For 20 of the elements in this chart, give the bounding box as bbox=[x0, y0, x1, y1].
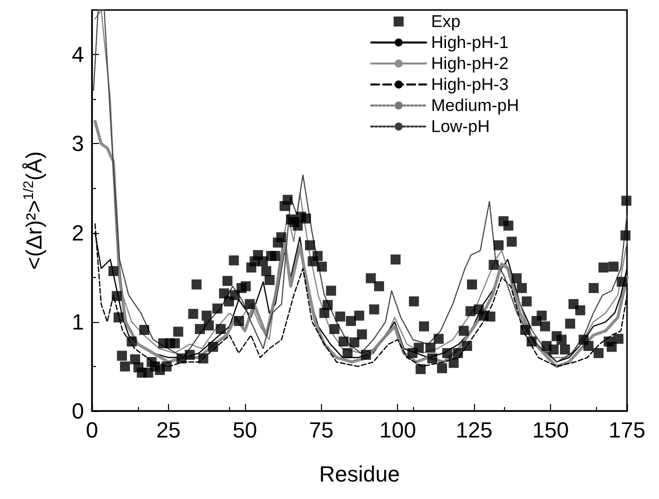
y-tick-label: 0 bbox=[72, 398, 84, 424]
y-axis-title: <(Δr)²>1/2(Å) bbox=[20, 151, 46, 270]
y-tick-label: 3 bbox=[72, 131, 84, 156]
legend-label: Medium-pH bbox=[431, 96, 520, 115]
y-tick-label: 2 bbox=[72, 220, 84, 246]
x-axis-title: Residue bbox=[319, 462, 400, 486]
x-tick-label: 175 bbox=[608, 418, 646, 442]
legend-label: Low-pH bbox=[431, 117, 490, 136]
x-tick-label: 75 bbox=[309, 418, 334, 442]
legend-label: High-pH-2 bbox=[431, 54, 509, 73]
y-tick-label: 1 bbox=[72, 309, 84, 334]
legend-label: Exp bbox=[431, 12, 460, 31]
legend-label: High-pH-1 bbox=[431, 33, 509, 52]
x-tick-label: 125 bbox=[456, 418, 492, 442]
legend-label: High-pH-3 bbox=[431, 75, 509, 94]
x-tick-label: 50 bbox=[232, 418, 258, 442]
x-tick-label: 25 bbox=[156, 418, 181, 442]
x-tick-label: 150 bbox=[532, 418, 569, 442]
y-tick-label: 4 bbox=[72, 42, 84, 68]
x-tick-label: 100 bbox=[379, 418, 416, 442]
